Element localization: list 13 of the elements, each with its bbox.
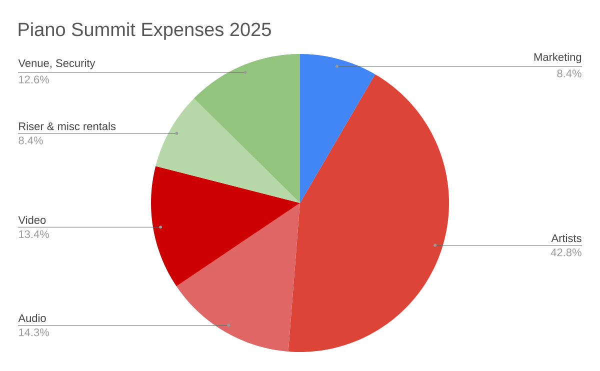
- data-label: 8.4%: [18, 136, 43, 144]
- data-label: 42.8%: [550, 248, 582, 256]
- slice-label: Video: [18, 216, 46, 224]
- data-label: 8.4%: [557, 70, 582, 78]
- slice-label: Riser & misc rentals: [19, 122, 116, 130]
- data-label: 12.6%: [19, 76, 49, 84]
- data-label: 14.3%: [19, 328, 49, 336]
- slice-label: Venue, Security: [18, 58, 96, 70]
- slice-label: Marketing: [534, 52, 582, 64]
- chart-title: Piano Summit Expenses 2025: [18, 22, 271, 40]
- data-label: 13.4%: [19, 230, 49, 238]
- slice-label: Artists: [551, 234, 582, 242]
- slice-label: Audio: [18, 314, 46, 322]
